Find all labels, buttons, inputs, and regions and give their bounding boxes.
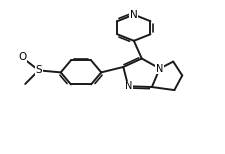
Text: N: N [125, 81, 132, 91]
Text: N: N [130, 10, 138, 20]
Text: O: O [18, 52, 26, 62]
Text: N: N [156, 64, 163, 73]
Text: S: S [35, 65, 42, 75]
